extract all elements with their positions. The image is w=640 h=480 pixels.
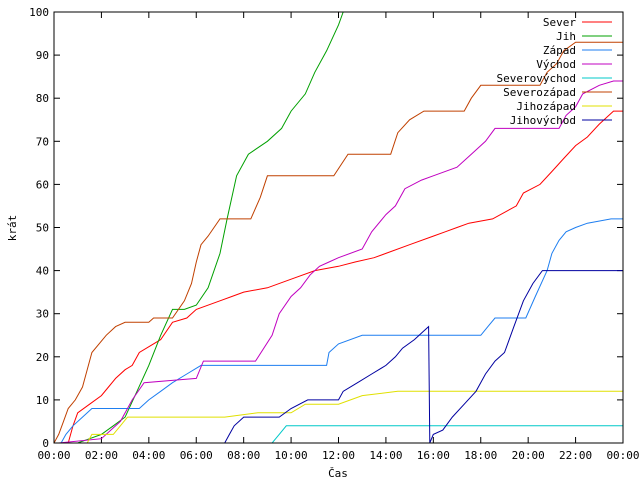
y-tick-label: 70 [36, 135, 49, 148]
legend-label-vychod: Východ [536, 58, 576, 71]
x-tick-label: 10:00 [275, 449, 308, 462]
legend-label-jihovychod: Jihovýchod [510, 114, 576, 127]
y-tick-label: 30 [36, 308, 49, 321]
x-tick-label: 08:00 [227, 449, 260, 462]
y-tick-label: 40 [36, 265, 49, 278]
y-tick-label: 80 [36, 92, 49, 105]
y-tick-label: 50 [36, 222, 49, 235]
x-tick-label: 00:00 [37, 449, 70, 462]
series-line-jih [54, 12, 344, 443]
y-tick-label: 100 [29, 6, 49, 19]
x-tick-label: 14:00 [369, 449, 402, 462]
plot-frame [53, 11, 624, 444]
y-tick-label: 60 [36, 178, 49, 191]
series-line-severozapad [54, 41, 623, 443]
y-axis-label: krát [6, 215, 19, 242]
legend: SeverJihZápadVýchodSeverovýchodSeverozáp… [497, 16, 612, 127]
x-tick-label: 00:00 [606, 449, 639, 462]
x-tick-label: 22:00 [559, 449, 592, 462]
series-line-jihovychod [224, 270, 623, 443]
x-axis-label: Čas [328, 467, 348, 480]
x-tick-label: 06:00 [180, 449, 213, 462]
y-tick-label: 10 [36, 394, 49, 407]
x-tick-label: 18:00 [464, 449, 497, 462]
axis-ticks: 0 10 20 30 40 50 60 70 80 90 100 00:00 02:00 04:00 06:… [29, 6, 639, 462]
x-tick-label: 12:00 [322, 449, 355, 462]
legend-label-zapad: Západ [543, 44, 576, 57]
legend-label-jih: Jih [556, 30, 576, 43]
x-tick-label: 04:00 [132, 449, 165, 462]
series-line-severovychod [271, 425, 623, 443]
legend-label-sever: Sever [543, 16, 576, 29]
x-tick-label: 16:00 [417, 449, 450, 462]
series-line-vychod [58, 80, 623, 443]
series-layer [54, 12, 623, 443]
series-line-zapad [60, 218, 623, 443]
series-line-sever [67, 110, 623, 443]
legend-label-jihozapad: Jihozápad [516, 100, 576, 113]
x-tick-label: 02:00 [85, 449, 118, 462]
y-tick-label: 20 [36, 351, 49, 364]
legend-label-severozapad: Severozápad [503, 86, 576, 99]
series-line-jihozapad [86, 390, 623, 443]
legend-label-severovychod: Severovýchod [497, 72, 576, 85]
x-tick-label: 20:00 [512, 449, 545, 462]
y-tick-label: 90 [36, 49, 49, 62]
y-tick-label: 0 [42, 437, 49, 450]
